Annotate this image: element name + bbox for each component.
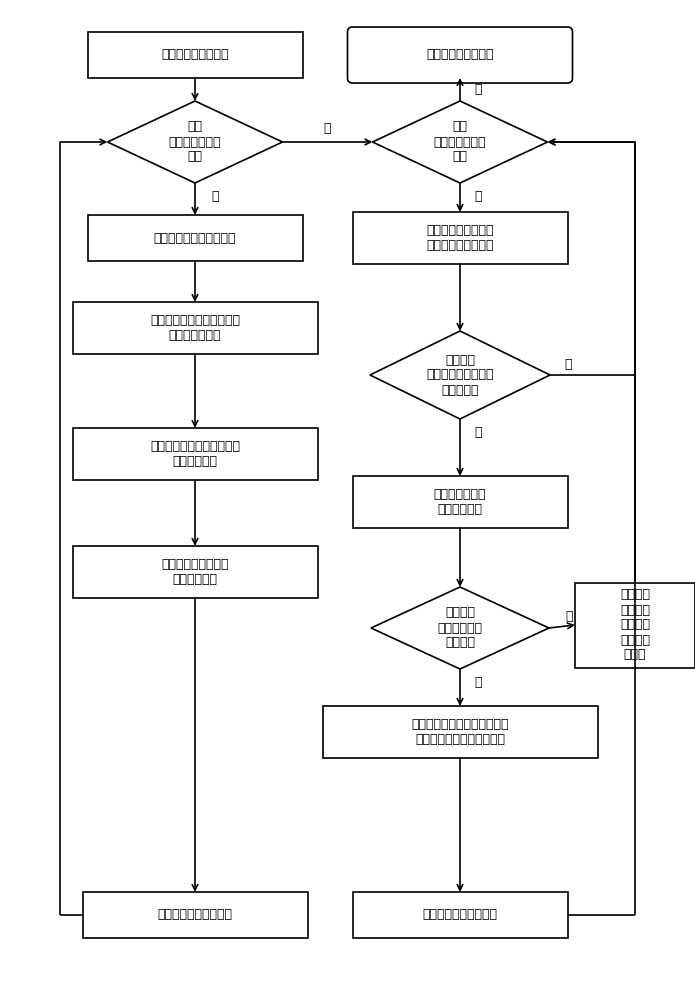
Text: 是: 是 bbox=[474, 676, 482, 690]
FancyBboxPatch shape bbox=[352, 892, 568, 938]
FancyBboxPatch shape bbox=[352, 212, 568, 264]
Text: 将该可行
解从当前
需求对象
可行解空
间删除: 将该可行 解从当前 需求对象 可行解空 间删除 bbox=[620, 588, 650, 662]
Text: 是: 是 bbox=[474, 83, 482, 96]
Polygon shape bbox=[373, 101, 548, 183]
Text: 更新单遥测可行解空间: 更新单遥测可行解空间 bbox=[423, 908, 498, 922]
FancyBboxPatch shape bbox=[322, 706, 598, 758]
Text: 将需求对象期望设备列表载
入可用设备列表: 将需求对象期望设备列表载 入可用设备列表 bbox=[150, 314, 240, 342]
Text: 判断该可
行解是否满足
需求约束: 判断该可 行解是否满足 需求约束 bbox=[437, 606, 482, 650]
Text: 结束单遥测资源调度: 结束单遥测资源调度 bbox=[426, 48, 493, 62]
FancyBboxPatch shape bbox=[83, 892, 307, 938]
Text: 单遥测需求对象集合: 单遥测需求对象集合 bbox=[161, 48, 229, 62]
Text: 否: 否 bbox=[211, 190, 218, 204]
Text: 载入优先级最高的需
求对象的可行解空间: 载入优先级最高的需 求对象的可行解空间 bbox=[426, 224, 493, 252]
FancyBboxPatch shape bbox=[72, 302, 318, 354]
Text: 计算当前需求对象在该可行解
分配后的剩余需求时间窗口: 计算当前需求对象在该可行解 分配后的剩余需求时间窗口 bbox=[411, 718, 509, 746]
Polygon shape bbox=[370, 331, 550, 419]
FancyBboxPatch shape bbox=[575, 582, 695, 668]
Text: 是: 是 bbox=[324, 121, 332, 134]
Text: 判断该可
行解空间的可用可行
解是否为零: 判断该可 行解空间的可用可行 解是否为零 bbox=[426, 354, 493, 396]
FancyBboxPatch shape bbox=[348, 27, 573, 83]
FancyBboxPatch shape bbox=[72, 546, 318, 598]
Text: 否: 否 bbox=[474, 190, 482, 204]
Text: 基于时间窗口取可用设备的
可见预报数据: 基于时间窗口取可用设备的 可见预报数据 bbox=[150, 440, 240, 468]
FancyBboxPatch shape bbox=[88, 215, 302, 261]
Text: 判断
需求对象是否遍
历完: 判断 需求对象是否遍 历完 bbox=[169, 120, 221, 163]
Text: 判断
需求对象是否处
理完: 判断 需求对象是否处 理完 bbox=[434, 120, 486, 163]
FancyBboxPatch shape bbox=[352, 476, 568, 528]
FancyBboxPatch shape bbox=[72, 428, 318, 480]
Text: 否: 否 bbox=[474, 426, 482, 440]
Text: 否: 否 bbox=[565, 609, 573, 622]
Text: 是: 是 bbox=[564, 359, 571, 371]
Polygon shape bbox=[371, 587, 549, 669]
Text: 构建单遥测可行解空间: 构建单遥测可行解空间 bbox=[158, 908, 233, 922]
Text: 构建满足该需求对象
的可行解空间: 构建满足该需求对象 的可行解空间 bbox=[161, 558, 229, 586]
Text: 载入一个单遥测需求对象: 载入一个单遥测需求对象 bbox=[154, 232, 236, 244]
Text: 载入设备期望值
最高的可行解: 载入设备期望值 最高的可行解 bbox=[434, 488, 486, 516]
Polygon shape bbox=[108, 101, 282, 183]
FancyBboxPatch shape bbox=[88, 32, 302, 78]
